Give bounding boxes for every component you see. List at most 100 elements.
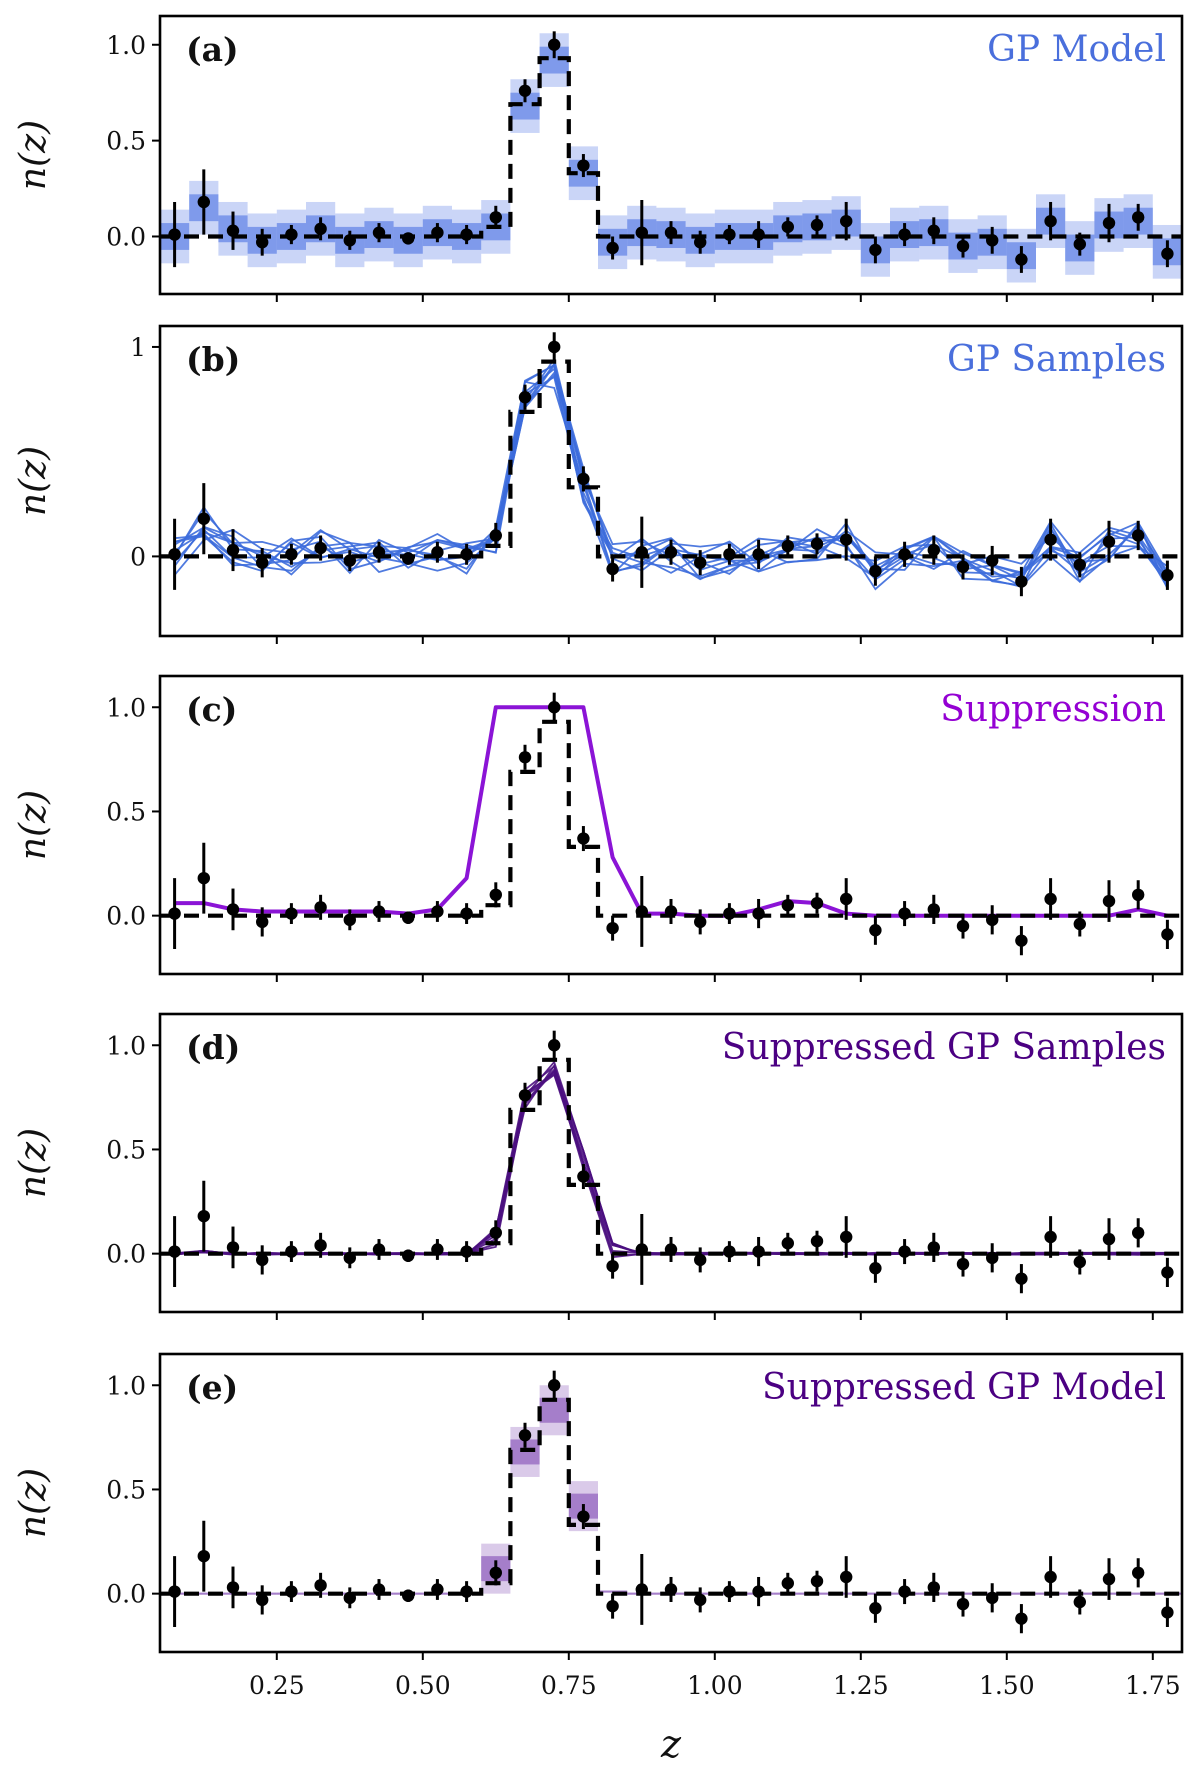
data-point — [314, 1579, 327, 1592]
data-point — [489, 888, 502, 902]
data-point — [694, 556, 707, 569]
data-point — [606, 1599, 619, 1613]
data-point — [548, 340, 561, 354]
data-point — [431, 546, 444, 559]
data-point — [664, 546, 678, 559]
data-point — [1015, 934, 1028, 947]
panel-tag: (d) — [186, 1028, 240, 1067]
data-point — [927, 1581, 940, 1594]
sample-curve — [173, 363, 1169, 585]
panel-b: 0 1 n(z) (b) GP Samples — [13, 324, 1184, 644]
data-point — [986, 234, 999, 247]
plot-area — [160, 692, 1182, 956]
data-point — [168, 548, 181, 561]
x-tick-label: 1.25 — [833, 1671, 889, 1700]
data-point — [1102, 1572, 1116, 1586]
data-point — [810, 1234, 824, 1248]
band-inner — [1123, 1592, 1153, 1595]
panel-title: GP Samples — [947, 339, 1166, 380]
data-point — [343, 234, 356, 247]
data-point — [635, 905, 648, 918]
data-point — [226, 903, 240, 916]
data-point — [781, 539, 794, 553]
data-point — [285, 548, 298, 561]
band-inner — [189, 1592, 219, 1595]
data-point — [285, 1245, 298, 1258]
data-point — [489, 1566, 502, 1580]
data-point — [168, 228, 181, 241]
y-tick-label: 0.0 — [106, 222, 146, 251]
data-point — [518, 1429, 532, 1442]
data-point — [664, 905, 678, 918]
data-point — [840, 214, 853, 228]
data-point — [635, 1583, 648, 1596]
data-point — [372, 546, 386, 559]
data-point — [781, 1577, 794, 1590]
data-point — [1161, 928, 1174, 941]
data-point — [168, 907, 181, 920]
data-point — [1044, 214, 1057, 228]
data-point — [927, 903, 940, 916]
data-point — [256, 236, 269, 249]
data-point — [635, 1243, 648, 1256]
data-point — [256, 915, 269, 929]
band-inner — [539, 1397, 569, 1423]
data-point — [489, 211, 502, 224]
data-point — [1044, 533, 1057, 546]
sample-curve — [174, 1070, 1168, 1256]
data-point — [956, 239, 970, 253]
data-point — [986, 1591, 999, 1605]
panel-tag: (c) — [186, 690, 237, 729]
true-nz-step — [160, 359, 1182, 559]
true-nz-step — [160, 1397, 1182, 1596]
data-point — [1102, 894, 1116, 908]
data-point — [1073, 558, 1087, 571]
y-tick-label: 0.0 — [106, 1580, 146, 1609]
data-point — [1132, 1226, 1145, 1240]
data-point — [840, 1230, 853, 1244]
data-point — [1015, 253, 1028, 266]
y-tick-label: 1.0 — [106, 1031, 146, 1060]
data-point — [518, 84, 532, 97]
y-tick-label: 0.5 — [106, 1475, 146, 1504]
y-tick-label: 0.0 — [106, 902, 146, 931]
data-point — [752, 1585, 765, 1598]
sample-curve — [174, 1072, 1168, 1256]
data-point — [372, 905, 386, 918]
data-point — [1044, 892, 1057, 906]
data-point — [256, 556, 269, 569]
data-point — [1015, 575, 1028, 588]
data-point — [343, 913, 356, 927]
y-axis-label: n(z) — [13, 446, 54, 516]
data-point — [1161, 569, 1174, 582]
data-point — [898, 228, 911, 241]
data-point — [518, 1089, 532, 1102]
y-tick-label: 1.0 — [106, 693, 146, 722]
data-point — [460, 548, 473, 561]
panel-title: GP Model — [987, 29, 1166, 70]
panel-tag: (a) — [186, 30, 239, 69]
data-point — [1161, 1266, 1174, 1279]
data-point — [1073, 1255, 1087, 1269]
data-point — [402, 232, 415, 245]
data-point — [460, 228, 473, 241]
sample-curve — [174, 1060, 1168, 1256]
data-point — [518, 751, 532, 764]
sample-curve — [174, 1064, 1168, 1256]
data-point — [606, 241, 619, 255]
data-point — [723, 1585, 736, 1598]
data-point — [431, 1583, 444, 1596]
data-point — [1102, 216, 1116, 230]
data-point — [1102, 1232, 1116, 1246]
data-point — [1073, 1595, 1087, 1609]
data-point — [898, 1245, 911, 1258]
data-point — [314, 901, 327, 914]
data-point — [1073, 917, 1087, 931]
y-axis-label: n(z) — [13, 120, 54, 190]
data-point — [226, 1241, 240, 1254]
data-point — [577, 472, 590, 486]
data-point — [694, 1593, 707, 1607]
data-point — [489, 1226, 502, 1240]
data-point — [343, 1251, 356, 1265]
data-point — [840, 533, 853, 546]
